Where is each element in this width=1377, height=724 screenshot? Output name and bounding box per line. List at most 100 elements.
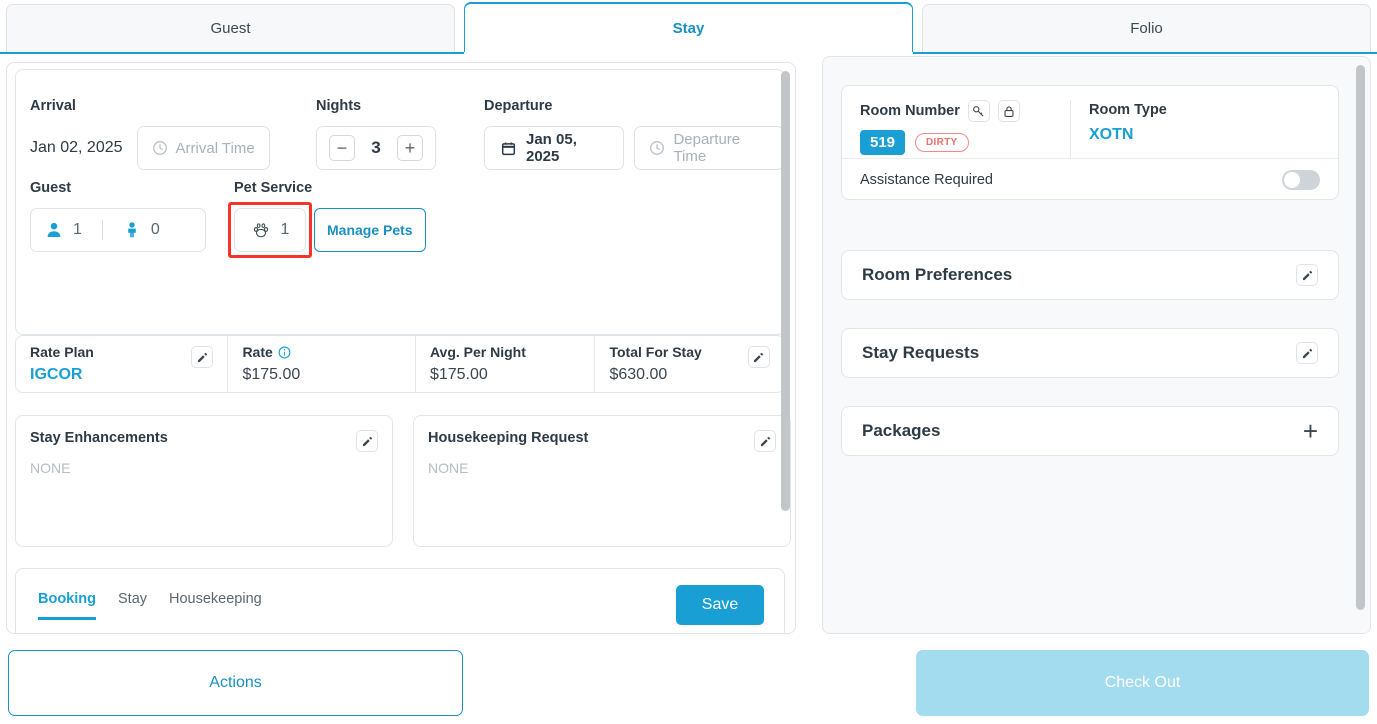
guest-count-group: Guest 1 (30, 180, 206, 252)
rate-cell: Rate $175.00 (227, 336, 415, 392)
nights-decrement-button[interactable]: − (329, 135, 355, 161)
total-for-stay-label: Total For Stay (609, 344, 702, 360)
stay-enhancements-card: Stay Enhancements NONE (15, 415, 393, 547)
arrival-label: Arrival (30, 98, 76, 114)
departure-date-value: Jan 05, 2025 (526, 131, 577, 165)
accordion-stay-requests[interactable]: Stay Requests (841, 328, 1339, 378)
stay-enhancements-value: NONE (30, 460, 71, 476)
room-card: Room Number (841, 85, 1339, 200)
stay-requests-title: Stay Requests (862, 343, 980, 362)
housekeeping-request-value: NONE (428, 460, 469, 476)
booking-notes-tabs: Booking Stay Housekeeping (16, 569, 784, 620)
room-card-divider (1070, 100, 1071, 158)
housekeeping-request-title: Housekeeping Request (428, 430, 589, 446)
pet-service-group: Pet Service (228, 180, 426, 258)
adult-count: 1 (73, 221, 82, 238)
nights-group: Nights − 3 + (316, 98, 436, 170)
stay-requests-edit-button[interactable] (1296, 342, 1318, 364)
rate-label: Rate (242, 344, 273, 360)
packages-title: Packages (862, 421, 941, 440)
room-number-badge[interactable]: 519 (860, 130, 906, 155)
actions-button[interactable]: Actions (8, 650, 463, 716)
departure-group: Departure Jan 05, 2025 (484, 98, 784, 170)
clock-icon (649, 140, 665, 156)
room-preferences-title: Room Preferences (862, 265, 1013, 284)
pet-service-label: Pet Service (234, 180, 313, 196)
pet-count-value: 1 (280, 221, 290, 238)
nights-stepper[interactable]: − 3 + (316, 126, 436, 170)
housekeeping-request-edit-button[interactable] (754, 430, 776, 452)
accordion-room-preferences[interactable]: Room Preferences (841, 250, 1339, 300)
paw-icon (251, 221, 271, 239)
left-panel-scrollbar[interactable] (781, 71, 790, 511)
booking-tab-stay[interactable]: Stay (118, 591, 148, 607)
booking-tab-booking[interactable]: Booking (38, 591, 96, 620)
room-number-section: Room Number (860, 100, 1070, 155)
departure-time-placeholder: Departure Time (673, 131, 741, 165)
adult-icon (45, 221, 63, 239)
accordion-packages[interactable]: Packages + (841, 406, 1339, 456)
tab-guest-label: Guest (210, 20, 251, 37)
avg-per-night-cell: Avg. Per Night $175.00 (414, 336, 595, 392)
departure-time-input[interactable]: Departure Time (634, 126, 784, 170)
stay-enhancements-title: Stay Enhancements (30, 430, 168, 446)
footer-actionbar: Actions Check Out (0, 642, 1377, 724)
arrival-time-input[interactable]: Arrival Time (136, 126, 270, 170)
rate-plan-cell: Rate Plan IGCOR (16, 336, 227, 392)
room-type-value[interactable]: XOTN (1089, 126, 1134, 143)
booking-notes-card: Booking Stay Housekeeping Save (15, 568, 785, 633)
save-button[interactable]: Save (676, 585, 764, 625)
guest-divider (101, 220, 103, 240)
arrival-date-value: Jan 02, 2025 (30, 139, 123, 156)
rate-plan-label: Rate Plan (30, 344, 94, 360)
assistance-required-toggle[interactable] (1282, 169, 1320, 190)
calendar-icon (501, 141, 516, 156)
stay-right-panel: Room Number (822, 56, 1371, 634)
room-status-badge: DIRTY (915, 133, 969, 152)
rate-value: $175.00 (242, 366, 301, 383)
nights-increment-button[interactable]: + (397, 135, 423, 161)
arrival-time-placeholder: Arrival Time (175, 139, 255, 157)
stay-enhancements-edit-button[interactable] (356, 430, 378, 452)
rate-summary-strip: Rate Plan IGCOR Rate (15, 335, 785, 393)
nights-value: 3 (371, 138, 381, 157)
plus-icon[interactable]: + (1302, 416, 1318, 446)
rate-plan-edit-button[interactable] (191, 346, 214, 368)
child-count: 0 (150, 221, 160, 238)
assistance-required-label: Assistance Required (860, 171, 993, 188)
child-icon (123, 221, 141, 239)
guest-count-input[interactable]: 1 0 (30, 208, 206, 252)
avg-per-night-label: Avg. Per Night (429, 344, 526, 360)
key-icon[interactable] (967, 100, 990, 122)
stay-left-panel: Arrival Jan 02, 2025 Arrival Time (6, 62, 796, 634)
rate-plan-value[interactable]: IGCOR (30, 366, 83, 383)
housekeeping-request-card: Housekeeping Request NONE (413, 415, 791, 547)
arrival-group: Arrival Jan 02, 2025 Arrival Time (30, 98, 270, 170)
room-preferences-edit-button[interactable] (1296, 264, 1318, 286)
tab-guest[interactable]: Guest (6, 4, 455, 52)
clock-icon (152, 140, 168, 156)
tab-stay[interactable]: Stay (464, 2, 913, 52)
departure-label: Departure (484, 98, 553, 114)
manage-pets-button[interactable]: Manage Pets (314, 208, 426, 252)
total-for-stay-edit-button[interactable] (747, 346, 770, 368)
total-for-stay-value: $630.00 (609, 366, 668, 383)
main-tabbar: Guest Stay Folio (0, 0, 1377, 54)
tab-folio[interactable]: Folio (922, 4, 1371, 52)
toggle-knob (1284, 171, 1300, 188)
room-number-label: Room Number (860, 103, 960, 119)
lock-icon[interactable] (997, 100, 1020, 122)
booking-tab-housekeeping[interactable]: Housekeeping (169, 591, 262, 607)
pet-count-input[interactable]: 1 (234, 208, 306, 252)
avg-per-night-value: $175.00 (429, 366, 488, 383)
departure-date-input[interactable]: Jan 05, 2025 (484, 126, 625, 170)
guest-label: Guest (30, 180, 72, 196)
total-for-stay-cell: Total For Stay $630.00 (594, 336, 784, 392)
tab-folio-label: Folio (1130, 20, 1163, 37)
right-panel-scrollbar[interactable] (1356, 65, 1365, 610)
stay-info-card: Arrival Jan 02, 2025 Arrival Time (15, 69, 785, 335)
check-out-button[interactable]: Check Out (916, 650, 1369, 716)
info-icon[interactable] (278, 346, 291, 359)
assistance-required-row: Assistance Required (842, 158, 1338, 200)
